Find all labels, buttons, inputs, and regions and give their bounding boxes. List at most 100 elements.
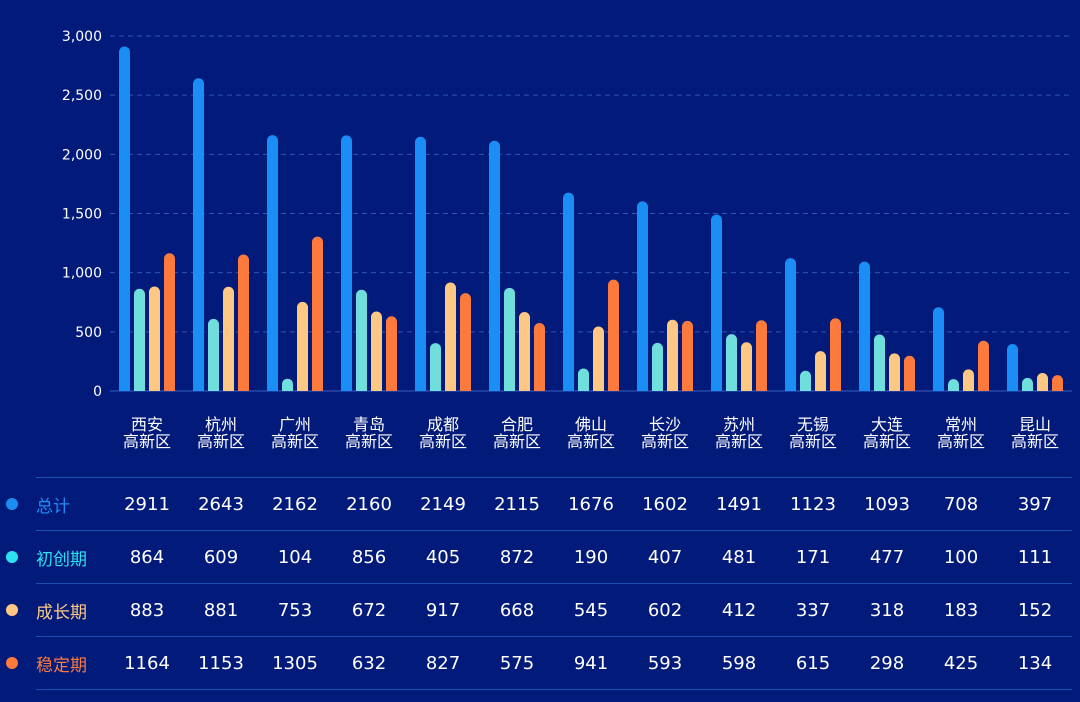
table-cell: 397 (1017, 493, 1053, 515)
bar-startup (208, 318, 219, 391)
table-cell: 2643 (198, 493, 244, 515)
y-tick-label: 1,500 (62, 207, 102, 223)
bar-stable (312, 236, 324, 391)
table-cell: 183 (943, 599, 979, 621)
x-tick-label: 杭州 (205, 415, 237, 434)
table-cell: 1093 (864, 493, 910, 515)
bar-stable (682, 320, 693, 391)
bar-growth (741, 342, 752, 391)
table-cell: 941 (573, 652, 609, 674)
y-axis: 0 500 1,000 1,500 2,000 2,500 3,000 (62, 29, 102, 400)
table-cell: 407 (647, 546, 683, 568)
table-bottom-border (36, 689, 1072, 690)
table-cell: 1164 (124, 652, 170, 674)
x-tick-label: 高新区 (197, 432, 245, 451)
legend-dot-icon (6, 498, 18, 510)
bar-startup (578, 368, 589, 391)
bar-total (267, 135, 278, 391)
table-cell: 111 (1017, 546, 1053, 568)
bar-stable (238, 254, 249, 391)
table-cell: 2162 (272, 493, 318, 515)
bar-growth (519, 311, 530, 391)
table-cell: 2149 (420, 493, 466, 515)
bar-stable (460, 293, 471, 391)
table-cell: 1305 (272, 652, 318, 674)
bar-growth (149, 286, 160, 391)
series-name: 初创期 (36, 549, 87, 570)
x-tick-label: 长沙 (649, 415, 681, 434)
table-cell: 615 (795, 652, 831, 674)
x-axis: 西安高新区杭州高新区广州高新区青岛高新区成都高新区合肥高新区佛山高新区长沙高新区… (123, 415, 1059, 451)
table-cell: 575 (499, 652, 535, 674)
x-tick-label: 高新区 (271, 432, 319, 451)
x-tick-label: 西安 (131, 415, 163, 434)
y-tick-label: 3,000 (62, 29, 102, 45)
table-cell: 2911 (124, 493, 170, 515)
bar-startup (874, 334, 885, 391)
x-tick-label: 广州 (279, 415, 311, 434)
x-tick-label: 佛山 (575, 415, 607, 434)
table-cell: 100 (943, 546, 979, 568)
table-cell: 668 (499, 599, 535, 621)
table-cell: 632 (351, 652, 387, 674)
x-tick-label: 大连 (871, 415, 903, 434)
table-cell: 2115 (494, 493, 540, 515)
table-cell: 104 (277, 546, 313, 568)
bar-startup (800, 370, 811, 391)
bar-growth (667, 319, 678, 391)
table-row: 稳定期 1164 1153 1305 632 827 575 941 593 598 615 298 4… (6, 636, 1072, 689)
table-cell: 152 (1017, 599, 1053, 621)
row-legend: 总计 (6, 478, 126, 530)
x-tick-label: 合肥 (501, 415, 533, 434)
table-row: 初创期 864 609 104 856 405 872 190 407 481 171 477 100 1… (6, 530, 1072, 583)
x-tick-label: 高新区 (123, 432, 171, 451)
y-tick-label: 2,500 (62, 88, 102, 104)
x-tick-label: 高新区 (641, 432, 689, 451)
bar-growth (371, 311, 382, 391)
bar-stable (904, 355, 915, 391)
bar-startup (948, 379, 959, 391)
table-cell: 1491 (716, 493, 762, 515)
bar-total (563, 192, 574, 391)
bar-stable (978, 340, 989, 391)
row-legend: 初创期 (6, 531, 126, 583)
x-tick-label: 高新区 (567, 432, 615, 451)
y-tick-label: 500 (75, 325, 102, 341)
table-cell: 481 (721, 546, 757, 568)
bar-growth (1037, 373, 1048, 391)
bar-stable (534, 322, 545, 391)
bar-growth (297, 301, 308, 391)
grid-lines (110, 35, 1072, 392)
bar-total (859, 261, 870, 391)
bar-total (1007, 344, 1018, 391)
bar-startup (356, 289, 367, 391)
table-row: 总计 2911 2643 2162 2160 2149 2115 1676 1602 1491 11… (6, 477, 1072, 530)
table-cell: 1153 (198, 652, 244, 674)
y-tick-label: 2,000 (62, 147, 102, 163)
x-tick-label: 高新区 (419, 432, 467, 451)
table-row: 成长期 883 881 753 672 917 668 545 602 412 337 318 183 1… (6, 583, 1072, 636)
table-cell: 2160 (346, 493, 392, 515)
row-legend: 稳定期 (6, 637, 126, 689)
bar-growth (963, 369, 974, 391)
bar-startup (430, 343, 442, 391)
bar-stable (164, 253, 175, 391)
table-cell: 672 (351, 599, 387, 621)
series-name: 成长期 (36, 602, 87, 623)
table-cell: 298 (869, 652, 905, 674)
bar-total (785, 258, 796, 391)
bar-stable (1052, 375, 1063, 391)
bar-startup (1022, 377, 1033, 391)
table-cell: 1123 (790, 493, 836, 515)
table-cell: 593 (647, 652, 683, 674)
table-cell: 545 (573, 599, 609, 621)
x-tick-label: 常州 (945, 415, 977, 434)
bar-stable (830, 318, 841, 391)
bar-total (933, 307, 944, 391)
bar-growth (593, 326, 604, 391)
bar-startup (652, 342, 663, 391)
bar-stable (756, 320, 767, 391)
bar-stable (386, 316, 397, 391)
bar-total (415, 136, 426, 391)
